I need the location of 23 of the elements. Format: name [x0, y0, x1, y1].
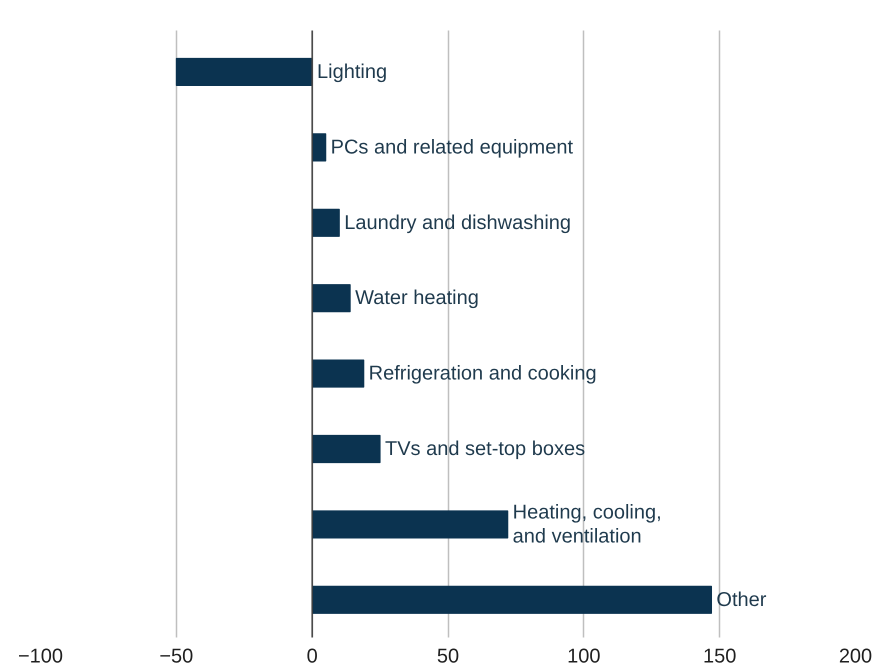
- y-tick-label: Lighting: [317, 60, 388, 83]
- x-tick-label: 150: [702, 646, 736, 665]
- bar: [312, 510, 508, 538]
- x-tick-label: 50: [436, 646, 460, 665]
- bar: [312, 208, 340, 237]
- x-tick-label: −50: [159, 646, 194, 665]
- x-tick-label: −100: [18, 646, 64, 665]
- y-tick-label: Laundry and dishwashing: [344, 212, 572, 234]
- y-tick-label: TVs and set-top boxes: [384, 438, 586, 460]
- y-tick-label: Water heating: [355, 287, 479, 310]
- y-tick-label: PCs and related equipment: [330, 136, 574, 158]
- bar: [312, 360, 364, 388]
- bar: [312, 434, 381, 464]
- bar: [312, 133, 326, 162]
- bar: [176, 58, 313, 86]
- y-tick-label: Heating, cooling, and ventilation: [512, 501, 662, 548]
- y-tick-label: Refrigeration and cooking: [368, 362, 597, 385]
- x-tick-label: 100: [567, 646, 601, 665]
- x-tick-label: 200: [838, 646, 872, 665]
- bar: [312, 586, 712, 614]
- bar: [312, 284, 351, 312]
- y-tick-label: Other: [716, 588, 767, 611]
- x-tick-label: 0: [306, 646, 318, 665]
